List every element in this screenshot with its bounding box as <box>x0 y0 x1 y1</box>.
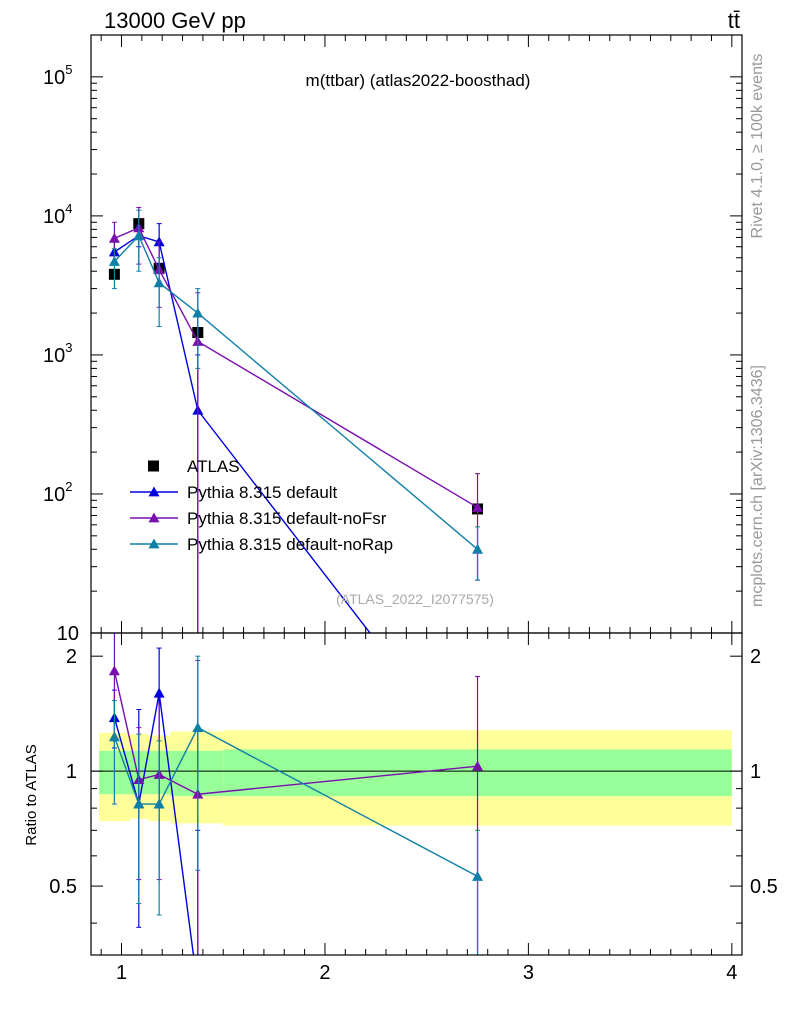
series-point <box>108 232 120 243</box>
series-point <box>192 307 204 318</box>
legend-label: Pythia 8.315 default-noFsr <box>187 509 387 528</box>
y-tick-label: 103 <box>43 340 72 367</box>
ratio-y-tick-label: 0.5 <box>49 876 77 898</box>
watermark: (ATLAS_2022_I2077575) <box>336 591 494 607</box>
ratio-point <box>472 870 484 881</box>
y-tick-label: 10 <box>57 623 79 645</box>
legend-marker <box>148 538 160 549</box>
legend-item-atlas: ATLAS <box>148 457 240 476</box>
ratio-y-tick-label-right: 1 <box>750 761 761 783</box>
y-tick-label: 102 <box>43 479 72 506</box>
ratio-point <box>472 760 484 771</box>
rivet-label: Rivet 4.1.0, ≥ 100k events <box>749 54 766 239</box>
main-panel: 10 102 103 104 105 m(ttbar) (atlas2022-boost… <box>43 34 743 645</box>
series-line <box>114 226 478 509</box>
x-tick-label: 4 <box>726 962 737 984</box>
legend-label: Pythia 8.315 default-noRap <box>187 535 393 554</box>
ratio-point <box>153 687 165 698</box>
legend-item-noFsr: Pythia 8.315 default-noFsr <box>130 509 387 528</box>
ratio-point <box>133 798 145 809</box>
ratio-line <box>113 693 195 955</box>
uncertainty-band-inner <box>170 750 224 797</box>
main-title: m(ttbar) (atlas2022-boosthad) <box>306 71 531 90</box>
series-point <box>153 236 165 247</box>
legend: ATLAS Pythia 8.315 default Pythia 8.315 de… <box>130 457 393 554</box>
series-atlas <box>108 218 484 515</box>
ratio-point <box>153 798 165 809</box>
ratio-ylabel: Ratio to ATLAS <box>23 744 40 845</box>
series-noFsr <box>108 206 484 633</box>
legend-item-noRap: Pythia 8.315 default-noRap <box>130 535 393 554</box>
series-point <box>472 501 484 512</box>
x-tick-label: 2 <box>319 962 330 984</box>
series-noRap <box>108 209 484 581</box>
header-right: tt̄ <box>728 8 740 33</box>
legend-label: Pythia 8.315 default <box>187 483 338 502</box>
legend-marker <box>148 512 160 523</box>
series-point <box>153 277 165 288</box>
mcplots-label: mcplots.cern.ch [arXiv:1306.3436] <box>749 365 766 607</box>
legend-label: ATLAS <box>187 457 240 476</box>
ratio-point <box>108 665 120 676</box>
ratio-y-tick-label-right: 2 <box>750 646 761 668</box>
x-tick-label: 1 <box>116 962 127 984</box>
ratio-frame <box>90 632 743 956</box>
ratio-panel: 1 2 3 4 0.5 0.5 1 1 2 2 Ratio to ATLAS <box>23 632 778 984</box>
ratio-point <box>108 731 120 742</box>
legend-marker <box>148 460 159 472</box>
series-point <box>108 255 120 266</box>
y-tick-label: 105 <box>43 62 72 89</box>
ratio-series-noRap <box>108 655 484 955</box>
ratio-point <box>192 722 204 733</box>
series-point <box>133 230 145 241</box>
series-point <box>472 543 484 554</box>
legend-marker <box>148 486 160 497</box>
ratio-y-tick-label: 2 <box>66 646 77 668</box>
y-tick-label: 104 <box>43 201 72 228</box>
legend-item-default: Pythia 8.315 default <box>130 483 338 502</box>
ratio-y-tick-label-right: 0.5 <box>750 876 778 898</box>
header-left: 13000 GeV pp <box>104 8 246 33</box>
ratio-y-tick-label: 1 <box>66 761 77 783</box>
x-tick-label: 3 <box>523 962 534 984</box>
